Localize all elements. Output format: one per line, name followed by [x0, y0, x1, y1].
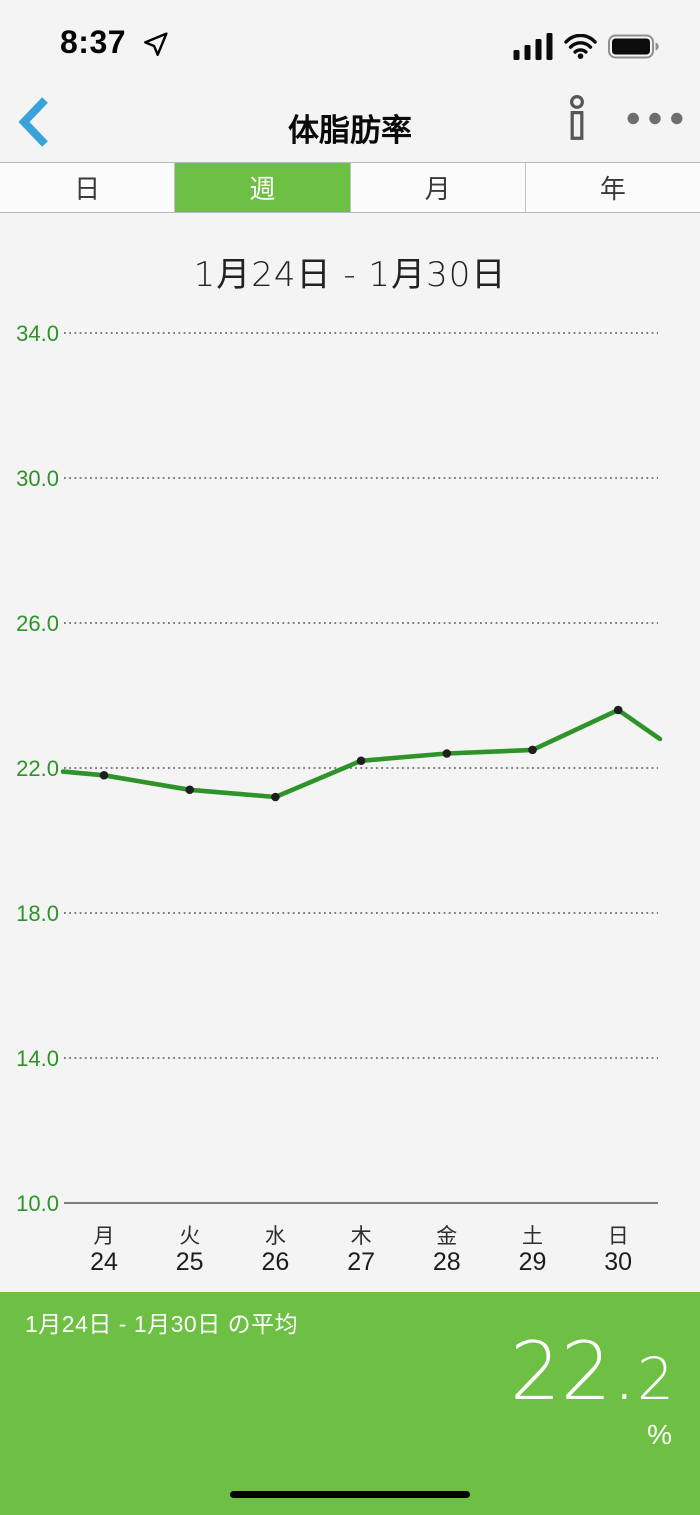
x-label-date: 24	[90, 1248, 118, 1276]
info-button[interactable]	[562, 95, 592, 142]
y-tick-label: 22.0	[16, 756, 59, 781]
x-label-date: 28	[433, 1248, 461, 1276]
average-value-fraction: 2	[637, 1345, 674, 1413]
x-label-weekday: 土	[522, 1225, 543, 1248]
x-label-date: 29	[519, 1248, 547, 1276]
data-point-29	[528, 745, 537, 755]
series-line	[60, 707, 663, 800]
average-label: 1月24日 - 1月30日 の平均	[25, 1311, 299, 1337]
x-label-weekday: 木	[351, 1225, 372, 1248]
data-point-30	[613, 705, 623, 715]
data-point-26	[271, 792, 280, 802]
x-label-weekday: 日	[608, 1225, 629, 1248]
y-tick-label: 18.0	[16, 901, 59, 926]
data-point-28	[442, 749, 452, 758]
x-label-date: 26	[261, 1248, 289, 1276]
average-summary-panel: 1月24日 - 1月30日 の平均 22. 2 %	[0, 1292, 700, 1515]
x-label-weekday: 金	[436, 1225, 457, 1248]
home-indicator[interactable]	[230, 1491, 470, 1498]
chart-date-range-title: 1月24日 - 1月30日	[193, 255, 507, 295]
x-label-date: 27	[347, 1248, 375, 1276]
y-tick-label: 14.0	[16, 1046, 59, 1071]
segment-day[interactable]: 日	[0, 163, 176, 212]
data-point-27	[356, 756, 366, 766]
average-value-whole: 22.	[509, 1325, 638, 1418]
page-title: 体脂肪率	[288, 113, 412, 148]
body-fat-line-chart: 34.0 30.0 26.0 22.0 18.0 14.0 10.0 月24 火25 水26 木27…	[16, 321, 663, 1276]
average-value: 22. 2	[510, 1332, 674, 1412]
status-time: 8:37	[60, 24, 127, 60]
y-tick-label: 26.0	[16, 611, 59, 636]
x-label-weekday: 月	[94, 1225, 115, 1248]
period-segmented-control: 日週月 年	[0, 162, 700, 213]
segment-week[interactable]: 週	[175, 163, 351, 212]
back-button[interactable]	[17, 96, 50, 148]
x-label-date: 25	[176, 1248, 204, 1276]
x-label-weekday: 火	[179, 1225, 200, 1248]
x-label-weekday: 水	[265, 1225, 286, 1248]
y-tick-label: 30.0	[16, 466, 59, 491]
y-tick-label: 34.0	[16, 321, 59, 346]
more-options-button[interactable]	[627, 112, 683, 125]
x-label-date: 30	[604, 1248, 632, 1276]
data-point-25	[185, 785, 194, 795]
y-tick-label: 10.0	[16, 1191, 59, 1216]
segment-year[interactable]: 年	[599, 174, 626, 204]
status-icons	[513, 33, 660, 60]
segment-month[interactable]: 月	[351, 163, 526, 212]
battery-icon	[608, 34, 659, 59]
data-point-24	[99, 770, 109, 780]
location-arrow-icon	[144, 32, 168, 56]
cellular-signal-icon	[513, 33, 553, 60]
wifi-icon	[564, 34, 597, 59]
average-unit: %	[647, 1419, 672, 1450]
